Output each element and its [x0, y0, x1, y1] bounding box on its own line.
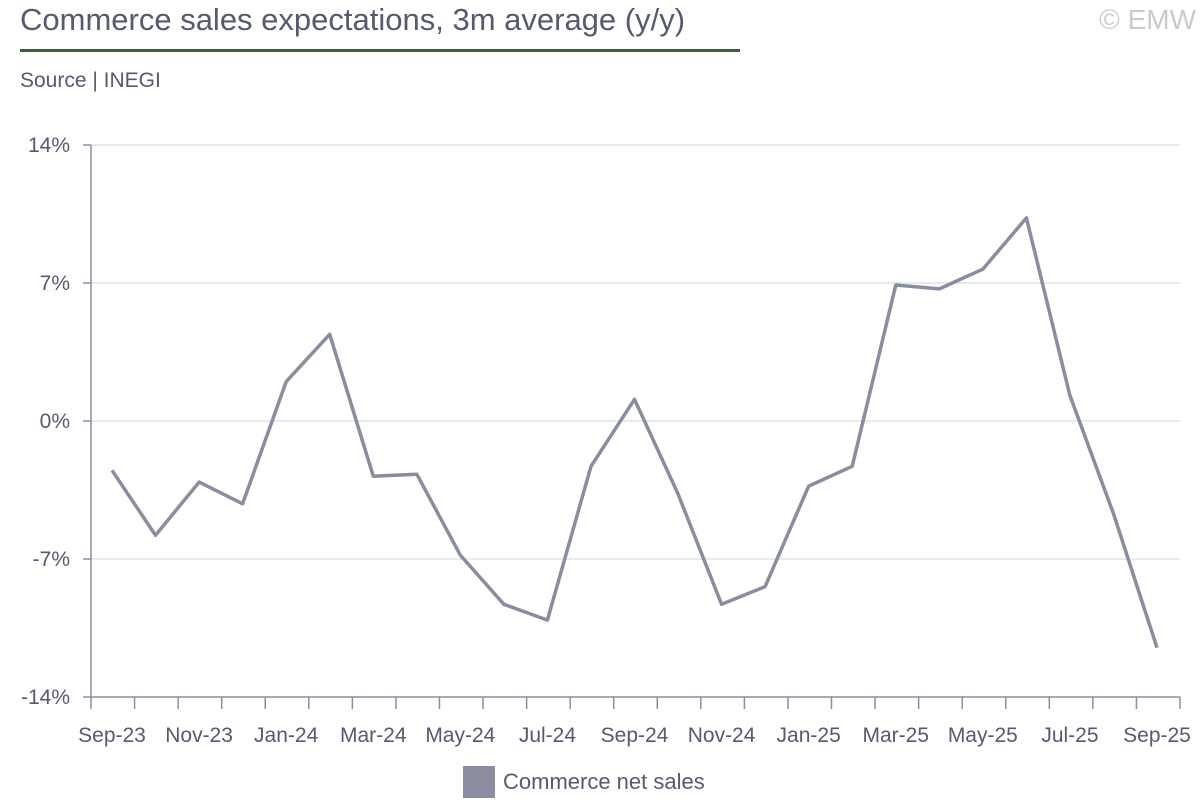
y-tick-label: -14% [21, 686, 70, 709]
x-tick-label: Nov-23 [165, 724, 233, 747]
y-tick-label: -7% [33, 548, 70, 571]
x-tick-label: Sep-23 [78, 724, 146, 747]
y-tick-label: 0% [40, 410, 70, 433]
title-underline [20, 49, 740, 52]
x-tick-label: Mar-24 [340, 724, 407, 747]
source-label: Source | INEGI [20, 69, 161, 92]
y-tick-label: 14% [28, 134, 70, 157]
x-tick-label: Jul-24 [519, 724, 577, 747]
x-tick-label: May-25 [948, 724, 1018, 747]
x-tick-label: Sep-25 [1123, 724, 1191, 747]
x-tick-label: Nov-24 [688, 724, 756, 747]
x-tick-label: May-24 [425, 724, 495, 747]
x-tick-label: Jul-25 [1041, 724, 1098, 747]
x-tick-label: Jan-24 [254, 724, 319, 747]
y-tick-label: 7% [40, 272, 70, 295]
x-tick-label: Jan-25 [777, 724, 841, 747]
legend-swatch [463, 766, 495, 798]
copyright-label: © EMW [1099, 4, 1196, 35]
chart-title: Commerce sales expectations, 3m average … [20, 2, 686, 37]
legend: Commerce net sales [463, 766, 705, 798]
legend-label: Commerce net sales [503, 769, 705, 794]
x-tick-label: Sep-24 [601, 724, 669, 747]
x-tick-label: Mar-25 [862, 724, 929, 747]
